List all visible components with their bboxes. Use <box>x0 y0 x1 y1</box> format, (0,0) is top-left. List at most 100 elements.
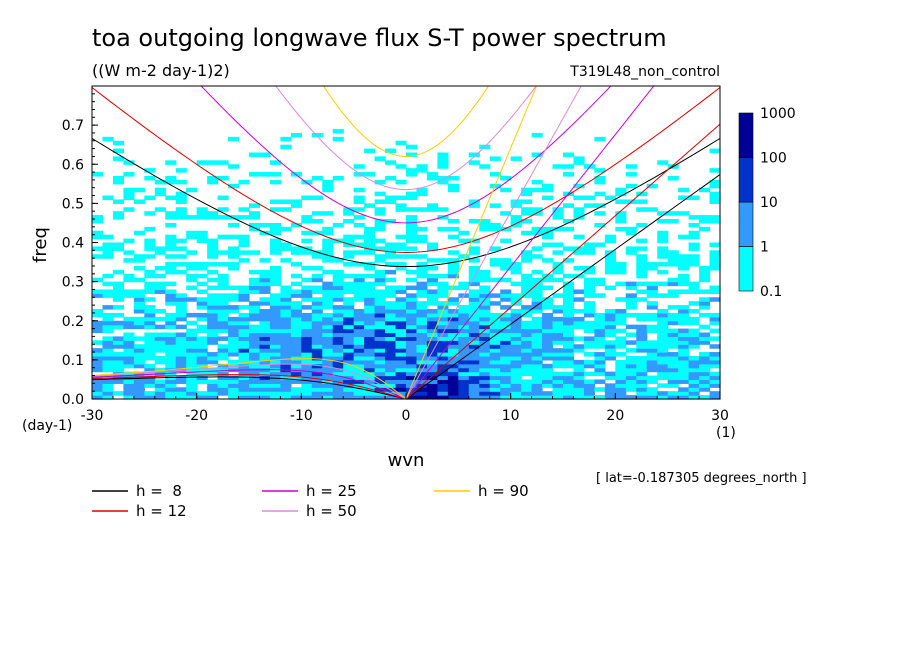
heatmap-cell <box>175 207 187 212</box>
heatmap-cell <box>395 242 407 248</box>
heatmap-cell <box>154 265 166 271</box>
heatmap-cell <box>395 305 407 310</box>
heatmap-cell <box>343 211 355 216</box>
heatmap-cell <box>615 336 627 341</box>
heatmap-cell <box>563 301 575 306</box>
heatmap-cell <box>542 195 554 201</box>
heatmap-cell <box>238 293 250 298</box>
heatmap-cell <box>468 297 480 302</box>
heatmap-cell <box>521 219 533 224</box>
gravity-wave-curve <box>275 86 537 191</box>
heatmap-cell <box>269 395 281 400</box>
heatmap-cell <box>636 222 648 228</box>
heatmap-cell <box>374 207 386 212</box>
heatmap-cell <box>269 297 281 302</box>
heatmap-cell <box>196 273 208 279</box>
heatmap-cell <box>374 355 386 361</box>
heatmap-cell <box>165 340 177 345</box>
heatmap-cell <box>447 387 459 392</box>
heatmap-cell <box>573 195 585 201</box>
heatmap-cell <box>217 391 229 396</box>
heatmap-cell <box>311 309 323 314</box>
heatmap-cell <box>510 348 522 353</box>
heatmap-cell <box>133 254 145 259</box>
heatmap-cell <box>364 281 376 287</box>
heatmap-cell <box>228 293 240 298</box>
heatmap-cell <box>395 265 407 271</box>
heatmap-cell <box>709 328 721 334</box>
heatmap-cell <box>426 352 438 357</box>
heatmap-cell <box>364 238 376 244</box>
heatmap-cell <box>395 262 407 267</box>
heatmap-cell <box>112 175 124 181</box>
heatmap-cell <box>343 320 355 326</box>
heatmap-cell <box>269 359 281 365</box>
heatmap-cell <box>542 375 554 381</box>
heatmap-cell <box>594 379 606 384</box>
heatmap-cell <box>646 324 658 330</box>
heatmap-cell <box>144 379 156 384</box>
heatmap-cell <box>406 234 418 240</box>
heatmap-cell <box>133 277 145 283</box>
heatmap-cell <box>144 320 156 326</box>
heatmap-cell <box>479 309 491 314</box>
heatmap-cell <box>374 191 386 197</box>
kelvin-curve <box>405 86 582 399</box>
heatmap-cell <box>343 281 355 287</box>
heatmap-cell <box>112 148 124 154</box>
heatmap-cell <box>699 273 711 279</box>
heatmap-cell <box>385 332 397 337</box>
heatmap-cell <box>353 277 365 283</box>
heatmap-cell <box>426 309 438 314</box>
heatmap-cell <box>583 383 595 388</box>
heatmap-cell <box>583 387 595 392</box>
heatmap-cell <box>343 301 355 306</box>
heatmap-cell <box>636 269 648 275</box>
heatmap-cell <box>510 324 522 330</box>
heatmap-cell <box>154 250 166 255</box>
heatmap-cell <box>353 199 365 204</box>
heatmap-cell <box>521 289 533 294</box>
heatmap-cell <box>290 132 302 138</box>
heatmap-cell <box>406 391 418 396</box>
heatmap-cell <box>133 265 145 271</box>
heatmap-cell <box>207 312 219 318</box>
heatmap-cell <box>636 316 648 322</box>
heatmap-cell <box>489 352 501 357</box>
heatmap-cell <box>385 250 397 255</box>
heatmap-cell <box>228 164 240 169</box>
heatmap-cell <box>510 293 522 298</box>
colorbar-segment <box>738 157 754 203</box>
heatmap-cell <box>301 238 313 244</box>
heatmap-cell <box>563 309 575 314</box>
heatmap-cell <box>311 395 323 400</box>
heatmap-cell <box>395 312 407 318</box>
heatmap-cell <box>102 379 114 384</box>
heatmap-cell <box>102 324 114 330</box>
rossby-curve <box>92 374 407 399</box>
heatmap-cell <box>144 195 156 201</box>
heatmap-cell <box>552 320 564 326</box>
heatmap-cell <box>678 254 690 259</box>
heatmap-cell <box>175 215 187 220</box>
heatmap-cell <box>447 262 459 267</box>
heatmap-cell <box>604 383 616 388</box>
heatmap-cell <box>322 355 334 361</box>
heatmap-cell <box>531 269 543 275</box>
heatmap-cell <box>563 320 575 326</box>
heatmap-cell <box>594 324 606 330</box>
heatmap-cell <box>552 164 564 169</box>
heatmap-cell <box>709 265 721 271</box>
heatmap-cell <box>238 336 250 341</box>
heatmap-cell <box>395 371 407 377</box>
heatmap-cell <box>615 215 627 220</box>
heatmap-cell <box>269 348 281 353</box>
heatmap-cell <box>269 336 281 341</box>
heatmap-cell <box>301 391 313 396</box>
heatmap-cell <box>563 152 575 158</box>
heatmap-cell <box>667 305 679 310</box>
heatmap-cell <box>280 309 292 314</box>
heatmap-cell <box>301 328 313 334</box>
heatmap-cell <box>322 289 334 294</box>
heatmap-cell <box>678 281 690 287</box>
